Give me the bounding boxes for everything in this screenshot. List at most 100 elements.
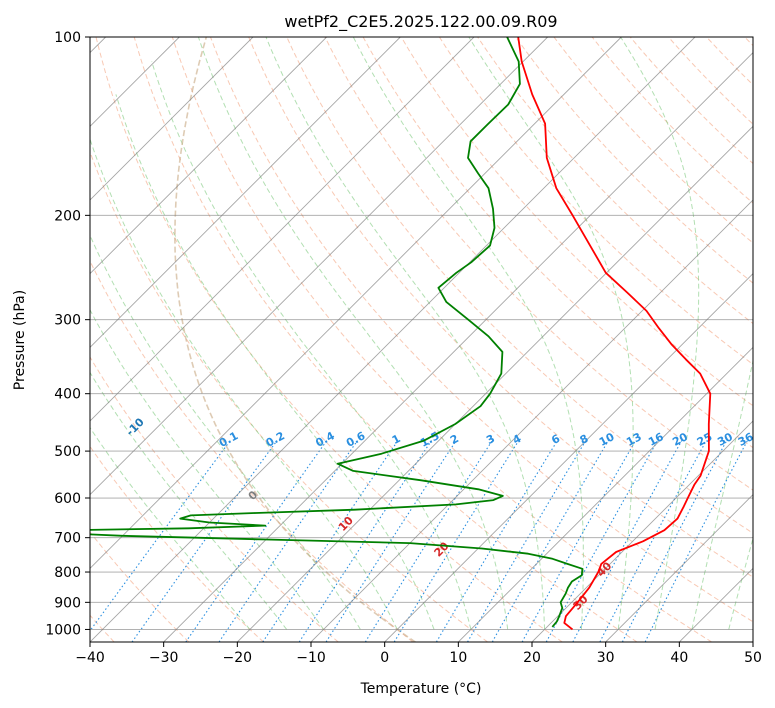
isotherm bbox=[384, 273, 753, 642]
mixing-ratio-line bbox=[572, 440, 683, 642]
dry-adiabat bbox=[90, 531, 190, 642]
x-tick-label: −10 bbox=[296, 650, 326, 666]
isotherm bbox=[90, 37, 475, 422]
isotherm bbox=[90, 37, 696, 642]
y-tick-label: 200 bbox=[54, 208, 81, 224]
x-tick-label: −20 bbox=[223, 650, 253, 666]
mixing-ratio-line bbox=[393, 440, 520, 642]
dry-adiabat bbox=[248, 37, 753, 578]
moist-adiabat bbox=[90, 137, 398, 630]
moist-adiabat bbox=[90, 234, 361, 630]
y-tick-label: 400 bbox=[54, 387, 81, 403]
dry-adiabat bbox=[324, 37, 753, 491]
moist-adiabat bbox=[151, 61, 472, 630]
mixing-ratio-label: 2 bbox=[448, 432, 461, 447]
mixing-ratio-label: 0.1 bbox=[217, 429, 240, 450]
mixing-ratio-line bbox=[644, 440, 748, 642]
dry-adiabat-label: 20 bbox=[432, 539, 452, 559]
dry-adiabat-label: 30 bbox=[571, 592, 591, 612]
mixing-ratio-line bbox=[491, 440, 609, 642]
isotherm bbox=[310, 199, 753, 642]
temperature-line bbox=[517, 37, 712, 631]
mixing-ratio-line bbox=[364, 440, 493, 642]
moist-adiabat bbox=[90, 308, 325, 630]
x-axis: −40 −30 −20 −10 0 10 20 30 40 50 bbox=[75, 642, 762, 666]
profiles bbox=[90, 37, 712, 631]
moist-adiabat bbox=[90, 426, 251, 630]
mixing-ratio-label: 3 bbox=[484, 432, 497, 447]
y-tick-label: 600 bbox=[54, 491, 81, 507]
dry-adiabat bbox=[706, 37, 753, 86]
dry-adiabat bbox=[400, 37, 753, 407]
mixing-ratio-line bbox=[218, 440, 358, 642]
mixing-ratio-label: 1 bbox=[390, 432, 403, 447]
dry-adiabat bbox=[171, 37, 712, 642]
mixing-ratio-label: 6 bbox=[549, 432, 562, 447]
x-tick-label: 40 bbox=[670, 650, 688, 666]
isotherm bbox=[90, 37, 254, 201]
mixing-ratio-line bbox=[467, 440, 587, 642]
x-tick-label: 0 bbox=[380, 650, 389, 666]
y-tick-label: 800 bbox=[54, 565, 81, 581]
x-tick-label: −40 bbox=[75, 650, 105, 666]
mixing-ratio-line bbox=[545, 440, 659, 642]
mixing-ratio-line bbox=[262, 440, 399, 642]
mixing-ratio-line bbox=[521, 440, 637, 642]
dry-adiabat bbox=[90, 356, 339, 642]
dry-adiabat bbox=[90, 150, 488, 642]
x-tick-label: 20 bbox=[523, 650, 541, 666]
isotherm bbox=[90, 37, 401, 348]
dry-adiabat bbox=[515, 37, 753, 284]
y-tick-label: 1000 bbox=[45, 622, 81, 638]
moist-adiabat bbox=[468, 37, 634, 630]
mixing-ratio-line bbox=[131, 440, 278, 642]
dry-adiabat bbox=[553, 37, 753, 244]
line-labels: -100-90-80-70-60-50-40-30-20-10010203040… bbox=[0, 366, 756, 612]
x-tick-label: −30 bbox=[149, 650, 179, 666]
y-tick-label: 500 bbox=[54, 444, 81, 460]
isotherm bbox=[163, 52, 753, 642]
moist-adiabat bbox=[265, 37, 546, 630]
mixing-ratio-label: 10 bbox=[597, 430, 617, 449]
mixing-ratio-line bbox=[298, 440, 432, 642]
mixing-ratio-line bbox=[599, 440, 707, 642]
y-tick-label: 700 bbox=[54, 531, 81, 547]
dry-adiabat-label: -10 bbox=[124, 415, 147, 438]
dry-adiabat bbox=[90, 445, 264, 642]
plot-frame bbox=[89, 36, 754, 643]
x-tick-label: 30 bbox=[597, 650, 615, 666]
isotherm bbox=[458, 346, 753, 642]
isotherm bbox=[752, 641, 753, 642]
mixing-ratio-label: 0.2 bbox=[264, 429, 287, 450]
mixing-ratio-label: 16 bbox=[646, 430, 666, 449]
grid-lines bbox=[90, 37, 753, 642]
x-tick-label: 50 bbox=[744, 650, 762, 666]
dewpoint-line bbox=[90, 37, 584, 628]
mixing-ratio-label: 8 bbox=[578, 432, 591, 447]
moist-adiabat bbox=[691, 358, 753, 630]
mixing-ratio-label: 30 bbox=[715, 430, 735, 449]
mixing-ratio-label: 20 bbox=[670, 430, 690, 449]
moist-adiabat bbox=[620, 37, 700, 630]
moist-adiabat bbox=[728, 536, 753, 630]
isotherm bbox=[531, 420, 753, 642]
mixing-ratio-line bbox=[621, 440, 728, 642]
y-tick-label: 900 bbox=[54, 595, 81, 611]
mixing-ratio-line bbox=[90, 440, 231, 632]
mixing-ratio-label: 13 bbox=[624, 430, 644, 449]
x-tick-label: 10 bbox=[449, 650, 467, 666]
dry-adiabat bbox=[133, 37, 638, 642]
mixing-ratio-label: 0.6 bbox=[344, 429, 368, 450]
mixing-ratio-label: 36 bbox=[736, 430, 756, 449]
background-lines bbox=[90, 37, 753, 642]
dry-adiabat bbox=[95, 37, 563, 642]
isotherm bbox=[90, 37, 327, 275]
dry-adiabat-label: -30 bbox=[0, 366, 2, 389]
x-axis-label: Temperature (°C) bbox=[360, 681, 482, 697]
isotherm bbox=[90, 37, 622, 569]
moist-adiabat bbox=[90, 371, 288, 630]
y-axis: 1000 900 800 700 600 500 400 300 200 100 bbox=[45, 30, 90, 638]
dry-adiabat bbox=[438, 37, 753, 366]
mixing-ratio-line bbox=[435, 440, 558, 642]
